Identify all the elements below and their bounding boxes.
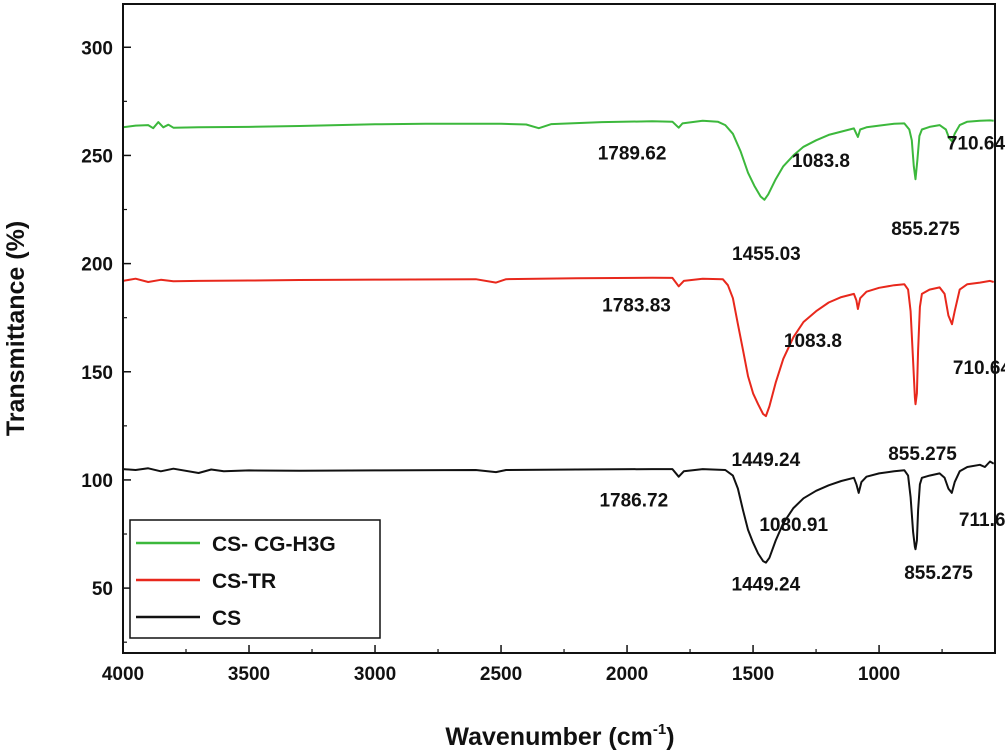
x-tick-label-2000: 2000 — [606, 664, 648, 685]
peak-label-2-4: 711.604 — [959, 510, 1005, 531]
x-tick-label-4000: 4000 — [102, 664, 144, 685]
peak-label-2-0: 1786.72 — [599, 491, 668, 512]
x-tick-label-1500: 1500 — [732, 664, 774, 685]
legend-label-2: CS — [212, 607, 241, 630]
y-tick-labels: 50 100 150 200 250 300 — [81, 38, 113, 600]
y-tick-label-150: 150 — [81, 363, 113, 384]
peak-annotations: 1789.62 1455.03 1083.8 855.275 710.64 1783.83… — [598, 133, 1005, 595]
y-axis-title: Transmittance (%) — [2, 221, 30, 436]
series-lines — [122, 119, 995, 564]
legend-label-1: CS-TR — [212, 570, 276, 593]
peak-label-0-0: 1789.62 — [598, 144, 667, 165]
series-line-2 — [122, 460, 995, 564]
peak-label-1-1: 1449.24 — [732, 450, 801, 471]
x-tick-label-1000: 1000 — [858, 664, 900, 685]
plot-frame — [122, 3, 996, 654]
series-line-1 — [122, 276, 994, 418]
x-axis-title: Wavenumber (cm-1) — [445, 721, 674, 751]
x-tick-labels: 4000 3500 3000 2500 2000 1500 1000 — [102, 664, 900, 685]
legend: CS- CG-H3G CS-TR CS — [129, 519, 381, 639]
peak-label-0-4: 710.64 — [947, 133, 1005, 154]
peak-label-1-2: 1083.8 — [784, 331, 842, 352]
x-tick-label-3500: 3500 — [228, 664, 270, 685]
x-tick-label-3000: 3000 — [354, 664, 396, 685]
peak-label-0-1: 1455.03 — [732, 244, 801, 265]
peak-label-2-2: 1080.91 — [759, 515, 828, 536]
x-axis-title-sup: -1 — [653, 721, 666, 738]
y-tick-label-50: 50 — [92, 579, 113, 600]
y-tick-label-250: 250 — [81, 146, 113, 167]
peak-label-2-1: 1449.24 — [732, 575, 801, 596]
legend-label-0: CS- CG-H3G — [212, 533, 336, 556]
peak-label-2-3: 855.275 — [904, 563, 973, 584]
x-axis-title-main: Wavenumber (cm — [445, 723, 652, 751]
peak-label-0-3: 855.275 — [891, 219, 960, 240]
y-tick-label-100: 100 — [81, 471, 113, 492]
peak-label-1-0: 1783.83 — [602, 295, 671, 316]
peak-label-0-2: 1083.8 — [792, 151, 850, 172]
y-tick-label-200: 200 — [81, 255, 113, 276]
x-tick-label-2500: 2500 — [480, 664, 522, 685]
peak-label-1-4: 710.64 — [953, 358, 1005, 379]
series-line-0 — [122, 119, 994, 201]
x-axis-title-tail: ) — [666, 723, 674, 751]
y-tick-label-300: 300 — [81, 38, 113, 59]
peak-label-1-3: 855.275 — [888, 444, 957, 465]
